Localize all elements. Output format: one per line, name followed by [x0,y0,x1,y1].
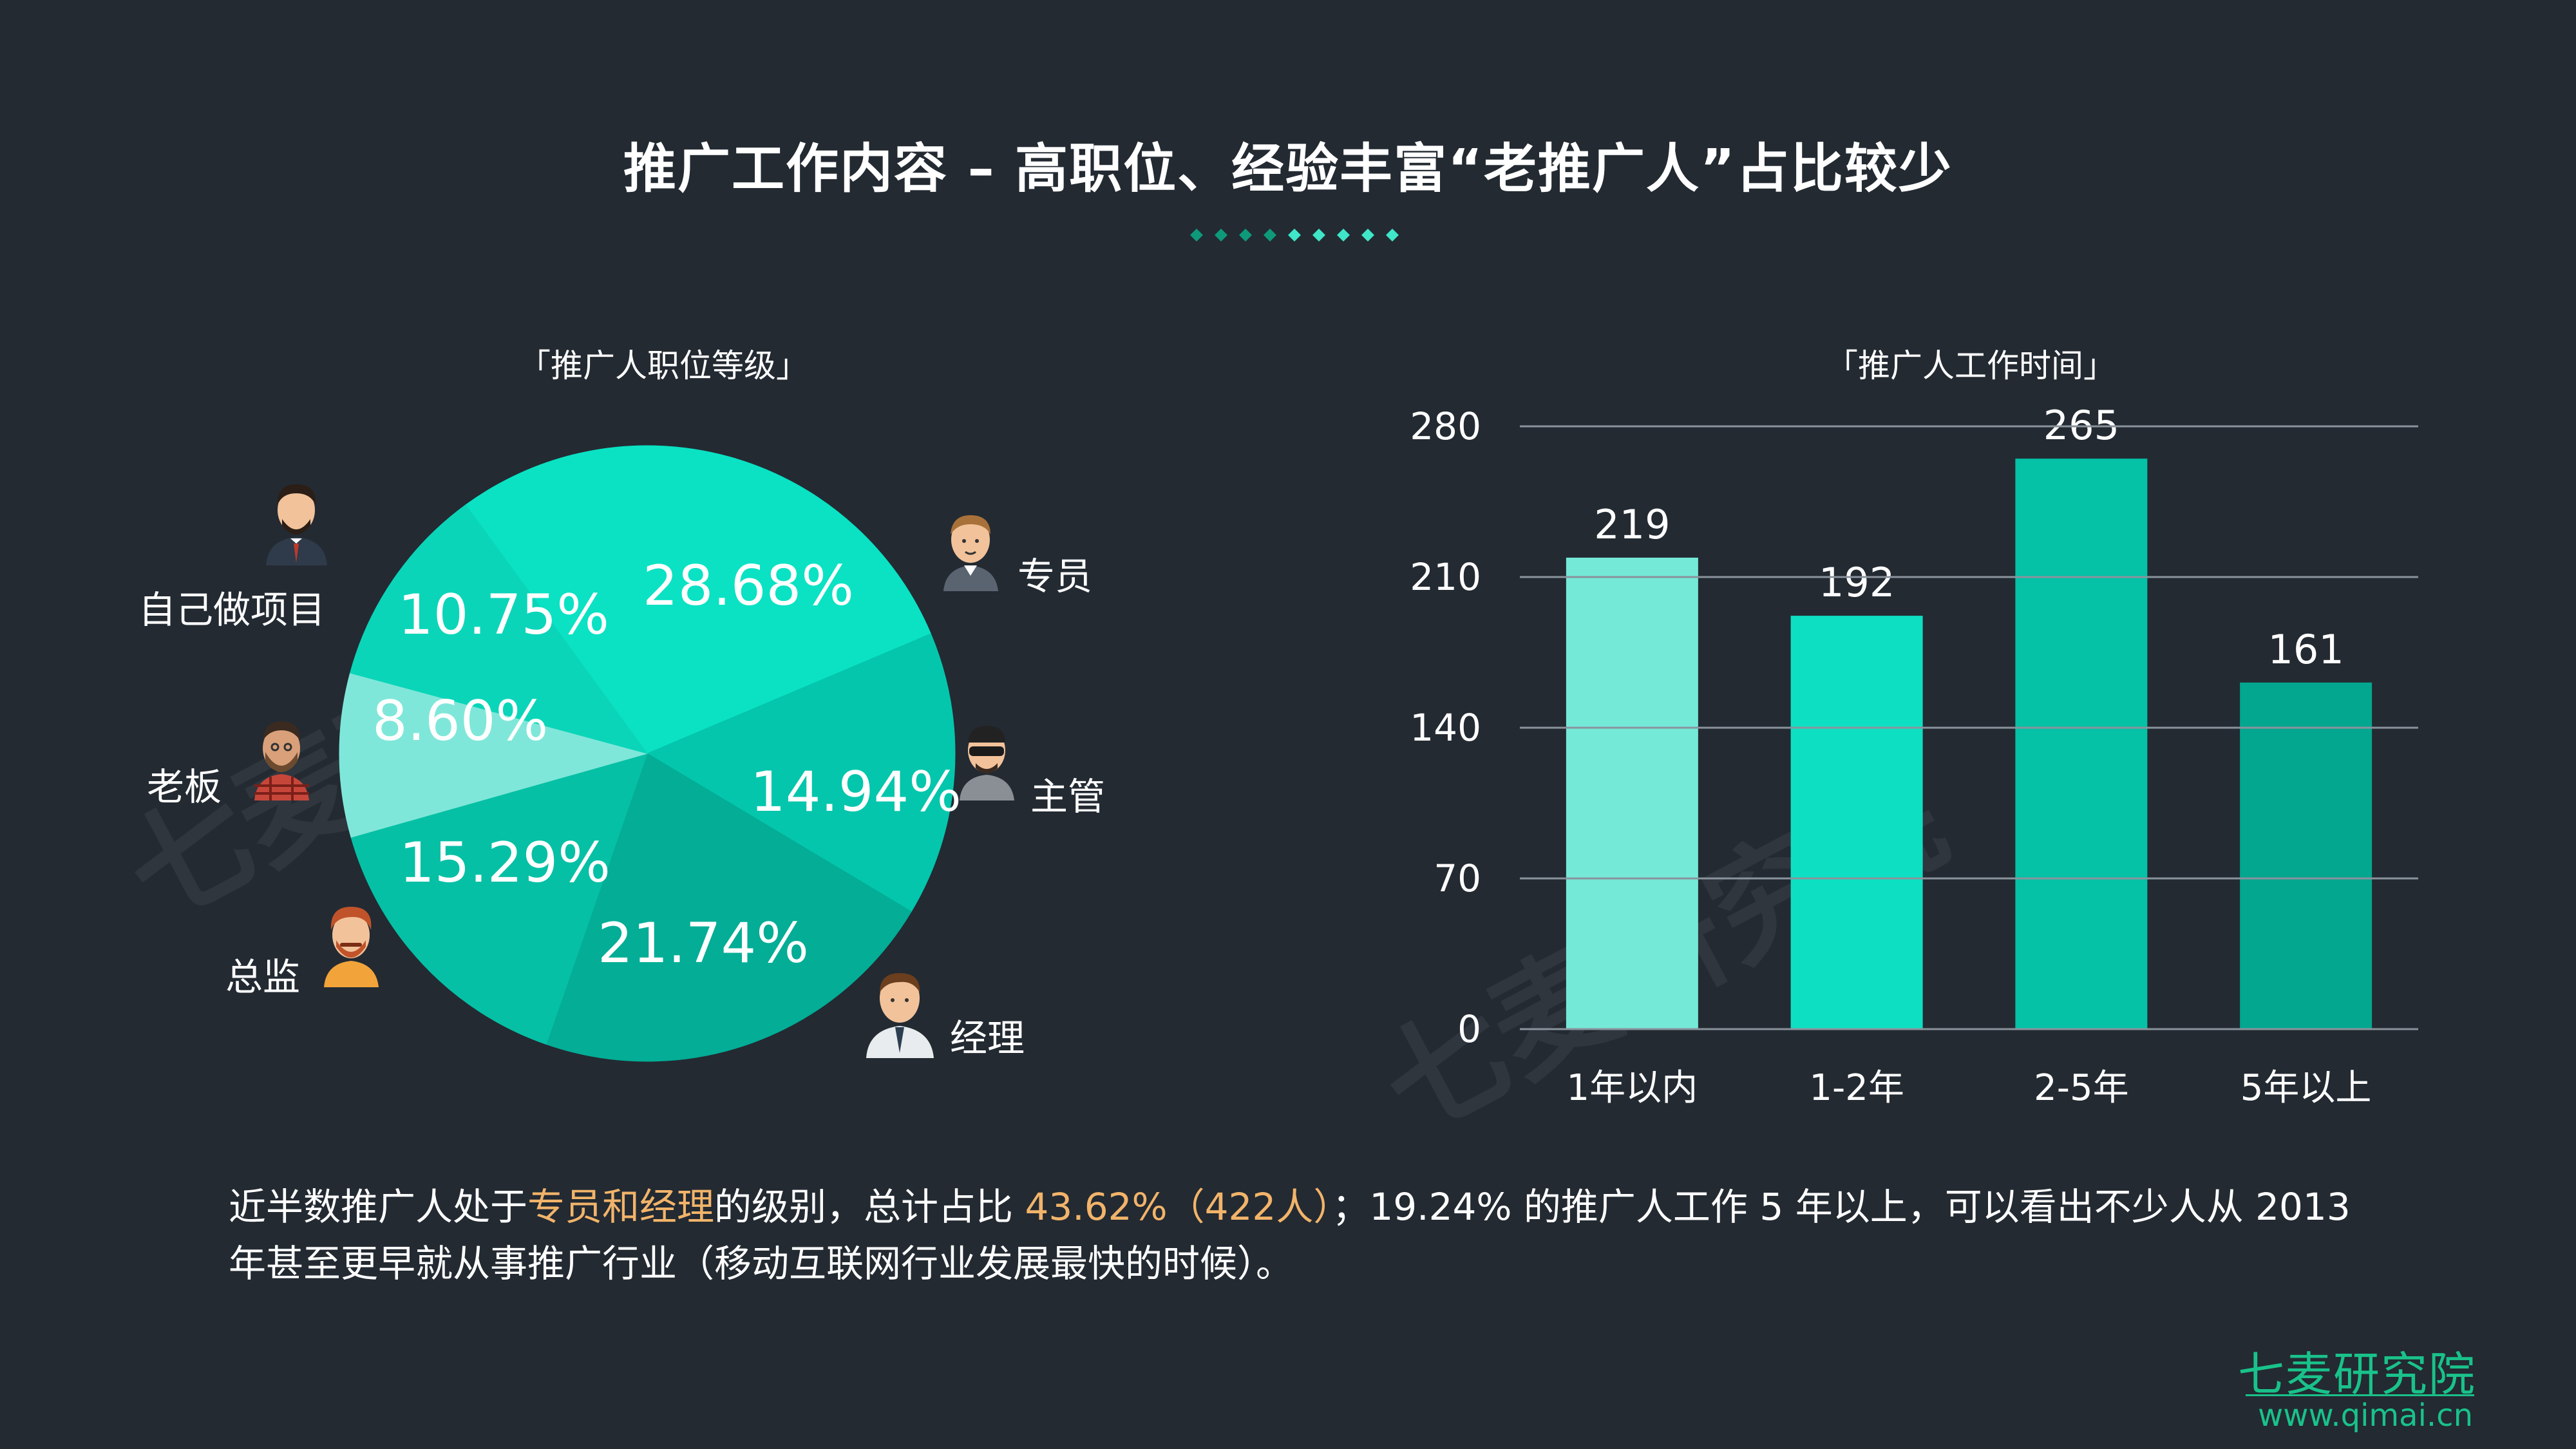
bar-category-label: 5年以上 [2240,1067,2372,1109]
bar-chart-title: 「推广人工作时间」 [1826,347,2116,384]
pie-value-label-supervisor: 14.94% [750,760,961,824]
page-title: 推广工作内容 – 高职位、经验丰富“老推广人”占比较少 [623,138,1953,200]
summary-highlight-roles: 专员和经理 [527,1185,715,1229]
brand-divider [2246,1394,2474,1396]
pie-value-label-manager: 21.74% [598,911,809,976]
pie-chart-title: 「推广人职位等级」 [518,347,808,384]
divider-dot [1288,229,1301,242]
y-tick-label: 140 [1410,706,1481,750]
bar-value-label: 161 [2268,626,2344,673]
divider-dot [1361,229,1374,242]
boss-avatar-icon [254,721,309,800]
pie-value-label-freelancer: 10.75% [398,583,609,647]
y-tick-label: 70 [1434,857,1481,900]
pie-category-label-freelancer: 自己做项目 [138,588,326,632]
y-tick-label: 0 [1457,1007,1481,1051]
freelancer-avatar-icon [266,484,327,565]
specialist-avatar-icon [943,515,998,591]
bar-value-label: 192 [1819,559,1895,606]
pie-category-label-director: 总监 [225,955,301,999]
pie-value-label-boss: 8.60% [372,689,549,753]
bar-category-label: 2-5年 [2034,1067,2128,1109]
summary-text-3: ；19.24% 的推广人工作 5 年以上，可以看出不少人从 2013 年甚至更早… [229,1185,2351,1285]
title-divider-dots [1190,229,1399,242]
pie-slice-specialist [465,445,932,754]
pie-category-label-supervisor: 主管 [1030,775,1106,819]
pie-slice-director [350,753,648,1045]
divider-dot [1215,229,1227,242]
bar-value-label: 219 [1594,501,1670,548]
divider-dot [1312,229,1325,242]
pie-category-label-boss: 老板 [147,765,222,809]
pie-value-label-specialist: 28.68% [643,554,854,618]
bar-category-label: 1年以内 [1567,1067,1698,1109]
pie-value-label-director: 15.29% [399,831,611,895]
bar-2 [1790,616,1923,1029]
summary-paragraph: 近半数推广人处于专员和经理的级别，总计占比 43.62%（422人）；19.24… [229,1179,2386,1292]
pie-slice-supervisor [646,633,956,913]
pie-category-label-specialist: 专员 [1018,554,1093,598]
y-tick-label: 280 [1410,404,1481,448]
divider-dot [1337,229,1350,242]
brand-url: www.qimai.cn [2257,1397,2473,1434]
divider-dot [1264,229,1276,242]
summary-highlight-share: 43.62%（422人） [1025,1185,1332,1229]
pie-slice-boss [339,672,649,838]
divider-dot [1239,229,1252,242]
bar-4 [2240,682,2372,1029]
pie-slice-manager [545,753,912,1062]
director-avatar-icon [324,907,379,987]
summary-text-1: 近半数推广人处于 [229,1185,528,1229]
pie-slice-freelancer [350,504,649,754]
divider-dot [1386,229,1399,242]
brand-name: 七麦研究院 [2237,1347,2476,1401]
y-tick-label: 210 [1410,555,1481,599]
manager-avatar-icon [866,973,934,1058]
bar-1 [1566,557,1698,1029]
supervisor-avatar-icon [960,726,1014,800]
bar-3 [2015,459,2148,1029]
divider-dot [1190,229,1203,242]
summary-text-2: 的级别，总计占比 [714,1185,1025,1229]
bar-category-label: 1-2年 [1809,1067,1904,1109]
pie-category-label-manager: 经理 [950,1016,1025,1060]
